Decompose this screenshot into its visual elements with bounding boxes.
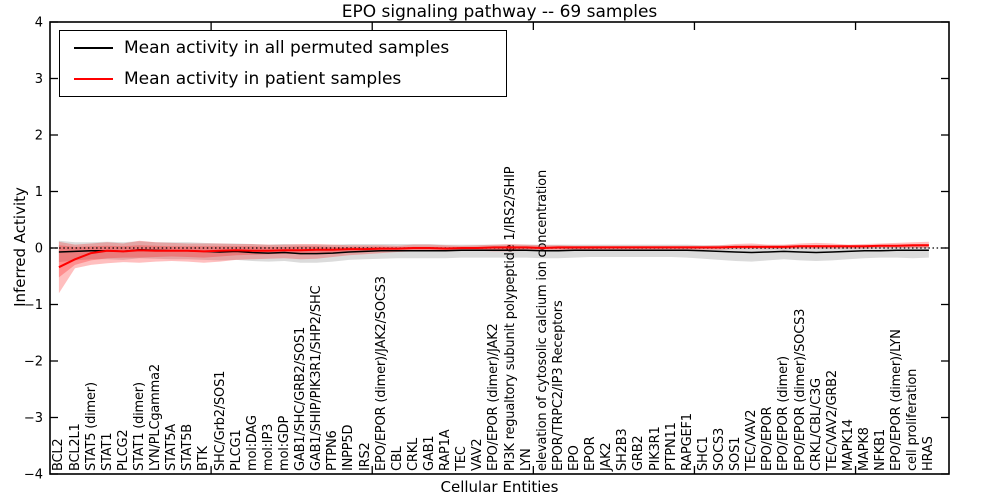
- patient-line-swatch: [74, 78, 113, 80]
- x-category-label: SHC1: [695, 436, 711, 471]
- x-category-label: STAT5A: [164, 424, 180, 471]
- x-category-label: GAB1/SHIP/PIK3R1/SHP2/SHC: [309, 285, 325, 471]
- x-category-label: PTPN6: [325, 430, 341, 471]
- x-category-label: CRKL/CBL/C3G: [808, 378, 824, 471]
- permuted-band: [58, 240, 929, 263]
- legend: Mean activity in all permuted samples Me…: [59, 30, 507, 97]
- x-category-label: TEC/VAV2: [744, 409, 760, 471]
- legend-label-patient: Mean activity in patient samples: [124, 69, 402, 89]
- x-category-label: EPO/EPOR (dimer)/JAK2/SOCS3: [373, 276, 389, 471]
- x-category-label: mol:DAG: [244, 415, 260, 471]
- x-category-label: INPP5D: [341, 424, 357, 471]
- x-category-label: RAP1A: [438, 429, 453, 471]
- x-category-label: HRAS: [921, 436, 937, 471]
- x-category-label: CBL: [389, 446, 405, 471]
- x-category-label: EPO/EPOR (dimer)/SOCS3: [792, 308, 808, 471]
- chart-title: EPO signaling pathway -- 69 samples: [341, 2, 658, 22]
- x-category-label: EPO/EPOR (dimer)/JAK2: [486, 323, 502, 471]
- x-category-label: MAPK14: [840, 419, 856, 471]
- x-category-label: BCL2: [51, 438, 67, 471]
- x-category-label: PIK3R1: [647, 426, 663, 471]
- x-category-label: TEC/VAV2/GRB2: [824, 370, 840, 471]
- x-category-label: JAK2: [599, 442, 615, 472]
- x-category-label: NFKB1: [873, 429, 888, 471]
- x-category-label: BCL2L1: [67, 423, 83, 471]
- x-category-label: PTPN11: [663, 422, 679, 471]
- permuted-mean-line: [58, 248, 929, 255]
- x-category-label: GRB2: [631, 435, 647, 472]
- patient-mean-line: [58, 244, 929, 269]
- x-category-label: LYN/PLCgamma2: [148, 364, 163, 471]
- x-category-label: EPO/EPOR (dimer): [776, 356, 792, 471]
- x-category-label: PLCG1: [228, 429, 244, 471]
- x-category-label: TEC: [454, 446, 470, 471]
- x-category-label: cell proliferation: [905, 368, 921, 471]
- x-category-label: STAT5B: [180, 424, 196, 471]
- x-category-label: SHC/Grb2/SOS1: [212, 370, 228, 471]
- x-category-label: EPO/EPOR (dimer)/LYN: [889, 329, 905, 471]
- legend-item-patient: Mean activity in patient samples: [74, 65, 506, 93]
- x-category-label: BTK: [196, 446, 212, 471]
- patient-band-inner: [58, 244, 929, 278]
- x-category-label: EPO: [566, 445, 582, 471]
- x-category-label: VAV2: [470, 438, 486, 472]
- x-category-label: RAPGEF1: [679, 413, 695, 471]
- x-axis-label: Cellular Entities: [440, 478, 559, 496]
- x-category-label: mol:IP3: [260, 423, 276, 471]
- x-category-label: mol:GDP: [276, 415, 292, 471]
- x-category-label: LYN: [518, 448, 534, 471]
- x-category-label: PLCG2: [115, 429, 131, 471]
- x-category-label: SOS1: [728, 436, 743, 471]
- x-category-label: MAPK8: [856, 427, 872, 471]
- x-category-label: PI3K regualtory subunit polypeptide 1/IR…: [502, 166, 518, 471]
- x-category-label: STAT5 (dimer): [83, 382, 99, 471]
- legend-item-permuted: Mean activity in all permuted samples: [74, 34, 506, 62]
- x-category-label: EPO/EPOR: [760, 406, 776, 471]
- x-category-label: SOCS3: [711, 427, 727, 471]
- y-tick-label: 0: [35, 242, 43, 257]
- x-category-label: EPOR/TRPC2/IP3 Receptors: [550, 300, 566, 471]
- x-category-label: STAT1 (dimer): [131, 382, 147, 471]
- x-category-label: GAB1/SHC/GRB2/SOS1: [293, 326, 308, 471]
- legend-label-permuted: Mean activity in all permuted samples: [124, 38, 450, 58]
- permuted-line-swatch: [74, 47, 113, 49]
- y-axis-label: Inferred Activity: [11, 187, 29, 307]
- patient-band: [58, 240, 929, 294]
- x-category-label: IRS2: [357, 442, 373, 471]
- y-tick-label: 3: [35, 72, 43, 87]
- x-category-label: elevation of cytosolic calcium ion conce…: [534, 170, 550, 471]
- x-category-label: GAB1: [421, 435, 437, 471]
- x-category-label: SH2B3: [615, 428, 631, 472]
- y-tick-label: 4: [35, 16, 43, 31]
- y-tick-label: 2: [35, 129, 43, 144]
- x-category-label: CRKL: [405, 437, 421, 471]
- y-tick-label: 1: [35, 185, 43, 200]
- x-category-label: STAT1: [99, 432, 115, 471]
- x-category-label: EPOR: [583, 436, 598, 471]
